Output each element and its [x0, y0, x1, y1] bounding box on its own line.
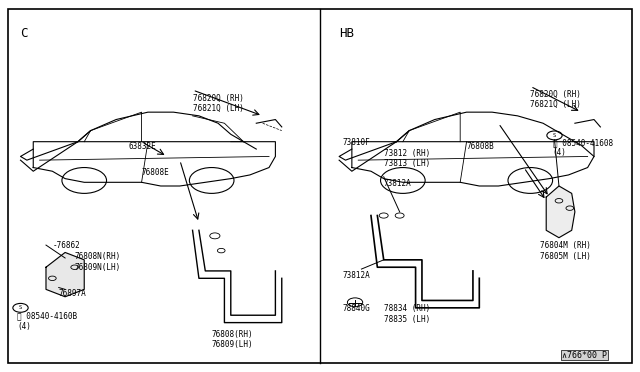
Text: 76808B: 76808B	[467, 142, 494, 151]
Text: 78834 (RH)
78835 (LH): 78834 (RH) 78835 (LH)	[384, 304, 430, 324]
Text: S: S	[553, 133, 556, 138]
Text: 73812A: 73812A	[384, 179, 412, 187]
Text: ∧766*00 P: ∧766*00 P	[562, 350, 607, 359]
Text: 76897A: 76897A	[59, 289, 86, 298]
Text: Ⓢ 08540-41608
(4): Ⓢ 08540-41608 (4)	[552, 138, 612, 157]
Text: 73812A: 73812A	[342, 271, 370, 280]
Text: Ⓢ 08540-4160B
(4): Ⓢ 08540-4160B (4)	[17, 311, 77, 331]
Text: HB: HB	[339, 27, 354, 40]
Text: 63832E: 63832E	[129, 142, 157, 151]
Text: C: C	[20, 27, 28, 40]
Text: 76804M (RH)
76805M (LH): 76804M (RH) 76805M (LH)	[540, 241, 591, 261]
Text: 76808N(RH)
76809N(LH): 76808N(RH) 76809N(LH)	[75, 253, 121, 272]
Text: 73810F: 73810F	[342, 138, 370, 147]
Text: S: S	[19, 305, 22, 310]
Text: 76808(RH)
76809(LH): 76808(RH) 76809(LH)	[212, 330, 253, 349]
Text: -76862: -76862	[52, 241, 80, 250]
Polygon shape	[46, 253, 84, 297]
Text: 73812 (RH)
73813 (LH): 73812 (RH) 73813 (LH)	[384, 149, 430, 169]
Text: 76820Q (RH)
76821Q (LH): 76820Q (RH) 76821Q (LH)	[531, 90, 581, 109]
Text: 78840G: 78840G	[342, 304, 370, 313]
Text: 76820Q (RH)
76821Q (LH): 76820Q (RH) 76821Q (LH)	[193, 94, 243, 113]
Polygon shape	[546, 186, 575, 238]
Text: 76808E: 76808E	[141, 167, 170, 177]
